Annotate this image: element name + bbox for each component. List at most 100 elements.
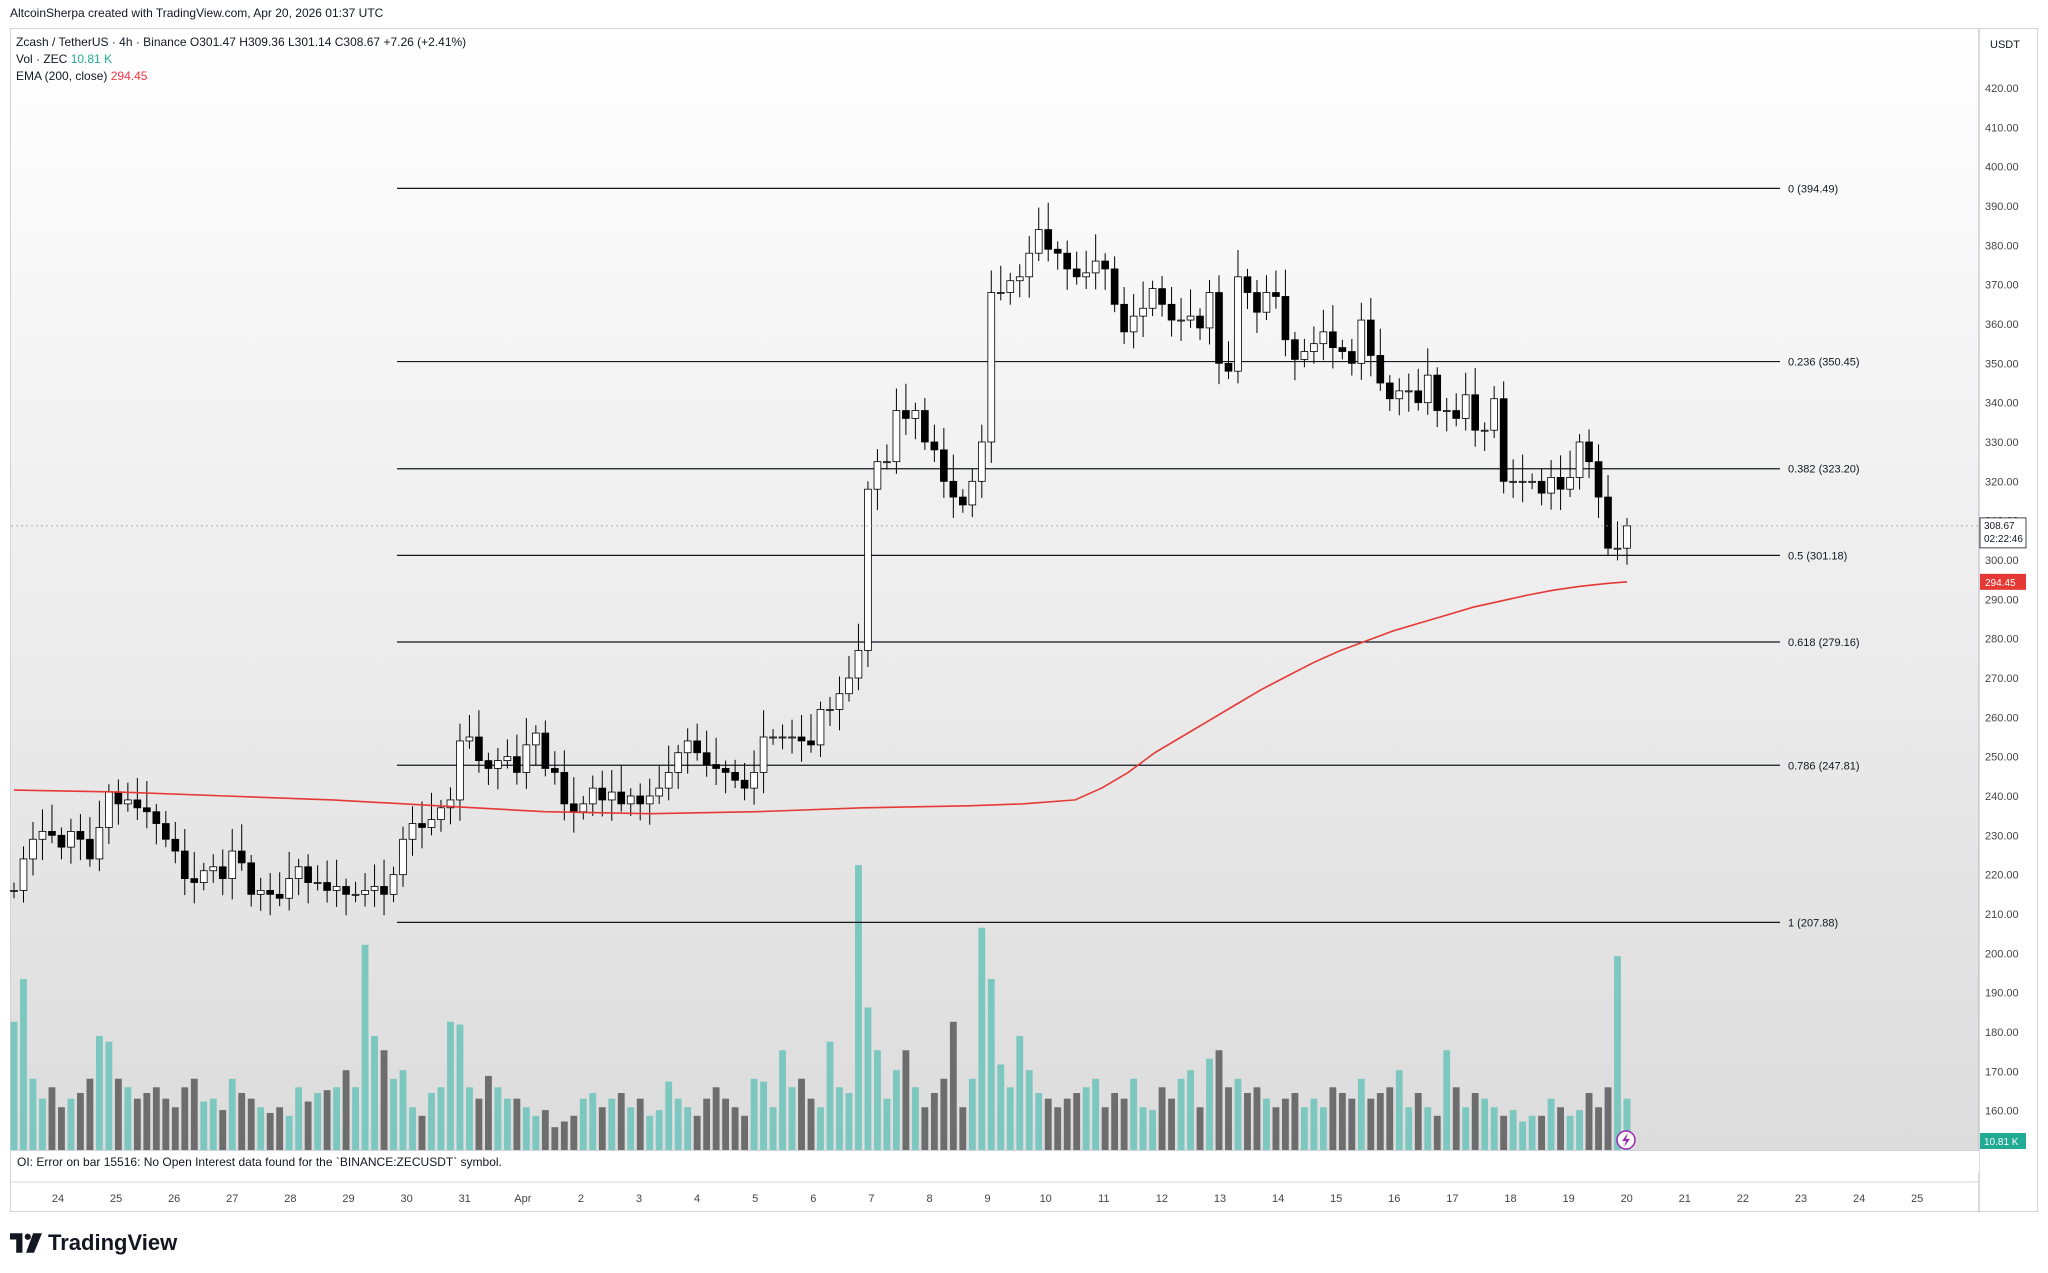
volume-bar: [1604, 1087, 1612, 1150]
fib-level-label: 0 (394.49): [1788, 183, 1838, 195]
candle-body: [1082, 272, 1090, 278]
candle-body: [769, 736, 777, 739]
legend-vol-label[interactable]: Vol · ZEC: [16, 52, 68, 66]
volume-bar: [1244, 1093, 1251, 1150]
chart-legend: Zcash / TetherUS · 4h · Binance O301.47 …: [16, 34, 466, 85]
volume-bar: [1452, 1087, 1460, 1150]
volume-bar: [1566, 1115, 1574, 1150]
volume-bar: [1130, 1078, 1138, 1150]
fib-level-label: 0.618 (279.16): [1788, 637, 1860, 649]
candle-body: [247, 862, 256, 895]
candle-body: [1196, 315, 1204, 329]
candle-body: [1215, 292, 1223, 364]
candle-body: [1528, 480, 1536, 483]
candle-body: [977, 441, 986, 482]
ema-200-line[interactable]: [13, 581, 1628, 815]
candle-body: [484, 760, 493, 769]
volume-bar: [1263, 1098, 1270, 1150]
x-tick-label: 9: [985, 1193, 991, 1205]
candle-body: [10, 890, 18, 892]
candle-body: [1566, 476, 1574, 490]
tradingview-brand[interactable]: TradingView: [10, 1230, 177, 1256]
volume-bar: [978, 927, 986, 1150]
volume-bar: [760, 1081, 767, 1150]
volume-bar: [1196, 1107, 1204, 1150]
legend-ema-label[interactable]: EMA (200, close): [16, 69, 108, 83]
candle-body: [38, 831, 47, 840]
volume-bar: [1538, 1115, 1546, 1150]
candle-body: [930, 441, 939, 451]
x-tick-label: 3: [636, 1193, 642, 1205]
volume-bar: [1490, 1107, 1498, 1150]
candle-body: [569, 803, 578, 813]
candle-body: [911, 410, 920, 419]
volume-bar: [20, 979, 27, 1150]
x-tick-label: 19: [1562, 1193, 1574, 1205]
y-tick-label: 280.00: [1985, 634, 2019, 646]
candle-body: [161, 823, 170, 840]
candle-body: [968, 480, 977, 506]
volume-bar: [95, 1036, 103, 1150]
x-tick-label: 30: [400, 1193, 412, 1205]
candle-body: [1594, 461, 1603, 498]
volume-bar: [1424, 1107, 1432, 1150]
candle-body: [959, 496, 967, 506]
volume-bar: [1614, 956, 1621, 1150]
volume-bar: [1234, 1078, 1242, 1150]
x-tick-label: 25: [110, 1193, 122, 1205]
volume-bar: [665, 1081, 673, 1150]
legend-symbol[interactable]: Zcash / TetherUS · 4h · Binance: [16, 35, 187, 49]
y-tick-label: 270.00: [1985, 673, 2019, 685]
candle-body: [1385, 382, 1394, 400]
last-price-value: 308.67: [1984, 521, 2015, 532]
candle-body: [1177, 319, 1185, 322]
candle-body: [1072, 268, 1081, 278]
volume-bar: [1319, 1107, 1327, 1150]
candle-body: [1129, 315, 1138, 333]
candle-body: [541, 732, 550, 769]
volume-bar: [949, 1021, 957, 1150]
y-tick-label: 220.00: [1985, 870, 2019, 882]
volume-bar: [1054, 1107, 1062, 1150]
oi-error-message: OI: Error on bar 15516: No Open Interest…: [11, 1150, 1979, 1172]
volume-bar: [1348, 1098, 1356, 1150]
candle-body: [342, 886, 350, 895]
volume-bar: [513, 1098, 521, 1150]
candle-body: [778, 736, 787, 739]
candle-body: [29, 838, 37, 860]
x-tick-label: 15: [1330, 1193, 1342, 1205]
candle-body: [1158, 288, 1166, 305]
volume-bar: [295, 1087, 303, 1150]
volume-bar: [731, 1107, 739, 1150]
volume-bar: [608, 1098, 616, 1150]
volume-bar: [579, 1098, 587, 1150]
candle-body: [313, 882, 322, 884]
volume-bar: [541, 1110, 549, 1150]
ema-price-tag: [1980, 573, 2026, 590]
volume-bar: [959, 1107, 967, 1150]
candle-body: [579, 803, 588, 813]
volume-tag: [1980, 1133, 2026, 1149]
legend-change: +7.26 (+2.41%): [383, 35, 467, 49]
volume-bar: [1073, 1093, 1081, 1150]
candle-body: [209, 866, 218, 872]
candle-body: [380, 886, 388, 895]
candle-body: [408, 823, 417, 840]
volume-bar: [152, 1087, 160, 1150]
volume-bar: [930, 1093, 938, 1150]
candle-body: [351, 893, 360, 896]
candle-body: [854, 650, 863, 679]
candle-body: [1034, 229, 1043, 254]
volume-bar: [86, 1078, 94, 1150]
volume-bar: [522, 1107, 530, 1150]
legend-low: 301.14: [294, 35, 332, 49]
candle-body: [873, 461, 882, 490]
currency-label[interactable]: USDT: [1990, 39, 2020, 51]
y-tick-label: 160.00: [1985, 1106, 2019, 1118]
y-tick-label: 420.00: [1985, 83, 2019, 95]
volume-bar: [722, 1098, 730, 1150]
y-tick-label: 300.00: [1985, 555, 2019, 567]
y-tick-label: 230.00: [1985, 830, 2019, 842]
volume-bar: [674, 1098, 682, 1150]
